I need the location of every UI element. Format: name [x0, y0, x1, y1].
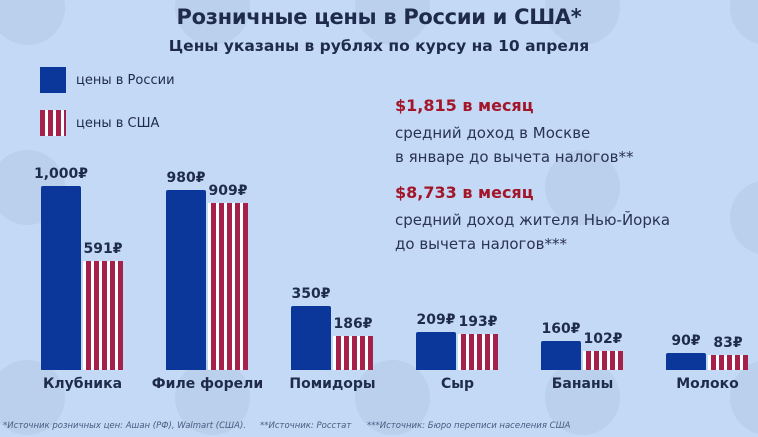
stat-line: до вычета налогов*** [395, 235, 567, 253]
watermark-circle [355, 360, 430, 435]
bar-usa [708, 355, 748, 370]
watermark-circle [175, 360, 250, 435]
watermark-circle [545, 150, 620, 225]
value-label-usa: 909₽ [208, 183, 248, 199]
stat-moscow-income: $1,815 в месяц средний доход в Москве в … [395, 96, 633, 169]
value-label-russia: 1,000₽ [33, 166, 89, 182]
stat-description: средний доход в Москве в январе до вычет… [395, 121, 633, 169]
footnote-retail-source: *Источник розничных цен: Ашан (РФ), Walm… [3, 421, 246, 431]
value-label-russia: 90₽ [671, 333, 701, 349]
legend-russia: цены в России [40, 67, 175, 93]
bar-usa [458, 334, 498, 370]
value-label-usa: 102₽ [583, 331, 623, 347]
chart-subtitle: Цены указаны в рублях по курсу на 10 апр… [168, 37, 590, 55]
legend-label-russia: цены в России [76, 72, 175, 88]
stat-value: $8,733 в месяц [395, 183, 534, 202]
bar-usa [83, 261, 123, 370]
category-label: Помидоры [289, 376, 376, 392]
category-label: Филе форели [151, 376, 264, 392]
stat-value: $1,815 в месяц [395, 96, 534, 115]
watermark-circle [0, 360, 65, 435]
bar-usa [583, 351, 623, 370]
legend-swatch-russia [40, 67, 66, 93]
stat-line: средний доход жителя Нью-Йорка [395, 211, 671, 229]
bar-russia [666, 353, 706, 370]
stat-line: средний доход в Москве [395, 124, 591, 142]
chart-title: Розничные цены в России и США* [176, 5, 582, 29]
bar-russia [166, 190, 206, 370]
footnote-census: ***Источник: Бюро переписи населения США [367, 421, 571, 431]
bar-usa [333, 336, 373, 370]
watermark-circle [730, 360, 758, 435]
stat-line: в январе до вычета налогов** [395, 148, 634, 166]
value-label-russia: 980₽ [166, 170, 206, 186]
value-label-russia: 209₽ [416, 312, 456, 328]
watermark-circle [545, 360, 620, 435]
footnote-rosstat: **Источник: Росстат [260, 421, 352, 431]
value-label-usa: 591₽ [83, 241, 123, 257]
category-label: Клубника [42, 376, 123, 392]
value-label-usa: 83₽ [713, 335, 743, 351]
bar-russia [416, 332, 456, 370]
value-label-usa: 186₽ [333, 316, 373, 332]
category-label: Молоко [676, 376, 739, 392]
bar-usa [208, 203, 248, 370]
bar-russia [291, 306, 331, 370]
bar-russia [41, 186, 81, 370]
stat-ny-income: $8,733 в месяц средний доход жителя Нью-… [395, 183, 670, 256]
legend-usa: цены в США [40, 110, 159, 136]
value-label-usa: 193₽ [458, 314, 498, 330]
legend-label-usa: цены в США [76, 115, 160, 131]
category-label: Сыр [441, 376, 474, 392]
legend-swatch-usa [40, 110, 66, 136]
category-label: Бананы [551, 376, 614, 392]
value-label-russia: 350₽ [291, 286, 331, 302]
value-label-russia: 160₽ [541, 321, 581, 337]
stat-description: средний доход жителя Нью-Йорка до вычета… [395, 208, 670, 256]
bar-russia [541, 341, 581, 370]
watermark-circle [730, 180, 758, 255]
